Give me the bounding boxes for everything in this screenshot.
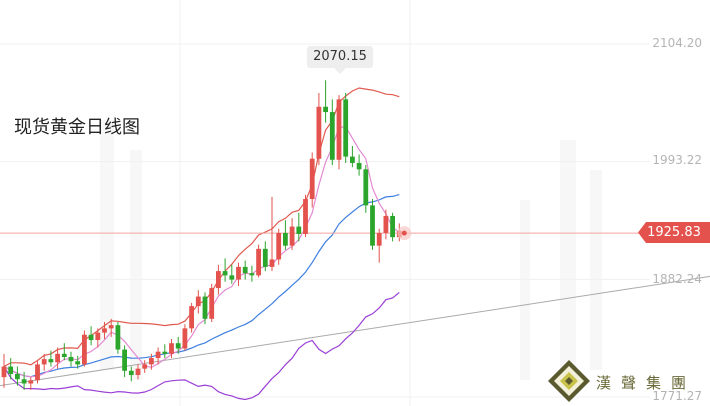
candle-body [343,99,349,157]
y-tick-label: 1882.24 [652,272,702,286]
candle-body [242,266,248,274]
candle-body [289,226,295,246]
candle-body [202,296,208,319]
candle-body [336,99,342,160]
candle-body [149,358,154,365]
trend-line [0,275,710,387]
moving-average-line [3,126,400,378]
candle-body [169,343,174,354]
candle-body [142,364,148,369]
candle-body [283,232,288,246]
candle-body [256,248,261,276]
candle-body [316,106,322,159]
candle-body [41,359,47,365]
candle-body [61,353,67,357]
candle-body [356,162,362,170]
bollinger-middle-line [3,194,400,378]
candle-body [55,353,60,363]
candle-body [236,266,241,280]
candle-body [35,364,40,381]
candle-body [182,328,188,349]
diamond-logo-icon [548,360,590,402]
candle-body [48,359,54,363]
candle-body [8,366,14,374]
candle-body [249,273,255,276]
candle-body [216,271,221,289]
background-decoration [560,140,576,370]
background-decoration [520,200,530,380]
candle-body [276,232,282,260]
bollinger-lower-line [3,291,400,401]
candle-body [28,380,34,384]
candle-body [195,296,201,307]
candle-body [209,288,215,319]
candle-body [162,351,168,354]
candle-body [303,199,308,235]
candle-body [229,275,235,280]
candle-body [189,306,194,329]
current-price-dot [401,230,407,236]
background-decoration [100,120,114,370]
candle-body [309,158,315,200]
logo-text: 漢聲集團 [596,374,697,392]
candle-body [175,343,181,349]
candle-body [15,373,20,380]
current-price-tag: 1925.83 [638,222,710,243]
candle-body [88,334,94,341]
candle-body [363,169,369,206]
candle-body [222,271,228,276]
background-decoration [130,150,142,380]
y-tick-label: 1993.22 [652,153,702,167]
candle-body [262,248,268,267]
candle-body [323,106,328,113]
company-logo: 漢聲集團 [546,358,710,404]
candle-body [75,361,81,365]
candle-body [383,215,389,233]
peak-label-pointer [334,68,346,74]
candle-body [95,332,101,341]
candle-body [135,368,141,376]
candle-body [155,351,161,359]
candle-body [269,259,275,267]
candle-body [102,328,107,333]
candle-body [329,112,335,160]
candle-body [296,226,302,235]
candle-body [1,366,7,378]
candle-body [115,325,121,350]
candle-body [122,349,127,371]
candle-body [370,205,375,246]
candle-body [82,334,87,365]
y-tick-label: 1771.27 [652,389,702,403]
candle-body [108,325,114,329]
background-decoration [590,170,602,370]
candle-body [376,232,382,246]
chart-title: 现货黄金日线图 [14,117,140,138]
peak-price-label: 2070.15 [307,46,373,68]
y-tick-label: 2104.20 [652,36,702,50]
candle-body [128,370,134,376]
candle-body [21,379,27,384]
candle-body [68,356,74,362]
candle-body [390,215,395,238]
candle-body [350,156,355,163]
